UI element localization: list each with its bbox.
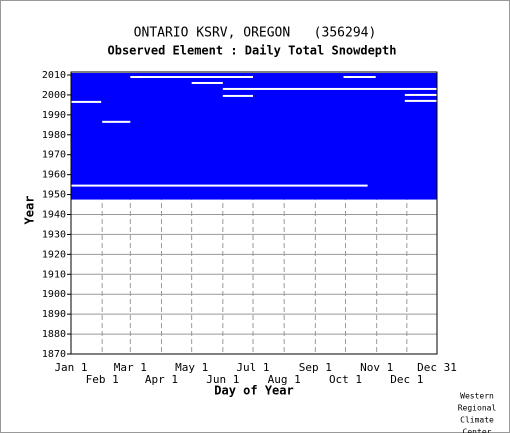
data-gap xyxy=(102,120,131,123)
y-tick-label: 1960 xyxy=(42,170,66,181)
x-tick-label: Mar 1 xyxy=(114,361,147,374)
data-gap xyxy=(222,94,253,97)
y-tick-label: 1870 xyxy=(42,349,66,360)
x-tick-label: Jun 1 xyxy=(206,373,239,386)
y-tick-label: 1920 xyxy=(42,249,66,260)
y-tick-label: 1900 xyxy=(42,289,66,300)
x-tick-label: Oct 1 xyxy=(329,373,362,386)
y-tick-label: 1980 xyxy=(42,130,66,141)
y-tick-label: 1970 xyxy=(42,150,66,161)
credit: Center xyxy=(463,428,492,433)
y-tick-label: 1910 xyxy=(42,269,66,280)
x-tick-label: Sep 1 xyxy=(299,361,332,374)
x-tick-label: Jan 1 xyxy=(54,361,87,374)
y-tick-label: 1930 xyxy=(42,229,66,240)
chart-subtitle: Observed Element : Daily Total Snowdepth xyxy=(108,44,397,58)
data-gap xyxy=(404,93,437,96)
y-tick-label: 1990 xyxy=(42,110,66,121)
y-tick-label: 1890 xyxy=(42,309,66,320)
x-tick-label: Jul 1 xyxy=(236,361,269,374)
data-gap xyxy=(130,75,253,78)
credit: Climate xyxy=(460,416,494,425)
y-tick-label: 1950 xyxy=(42,190,66,201)
y-tick-label: 2000 xyxy=(42,90,66,101)
data-gap xyxy=(71,184,368,187)
chart-title: ONTARIO KSRV, OREGON (356294) xyxy=(134,26,377,41)
x-tick-label: Dec 1 xyxy=(390,373,423,386)
x-tick-label: Nov 1 xyxy=(360,361,393,374)
data-gap xyxy=(404,99,437,102)
data-gap xyxy=(343,75,376,78)
x-tick-label: May 1 xyxy=(175,361,208,374)
credit: Western xyxy=(460,392,494,401)
data-gap xyxy=(191,81,223,84)
y-tick-label: 2010 xyxy=(42,70,66,81)
y-axis-label: Year xyxy=(23,196,37,225)
y-tick-label: 1940 xyxy=(42,210,66,221)
x-axis-label: Day of Year xyxy=(214,384,293,398)
x-tick-label: Feb 1 xyxy=(86,373,119,386)
x-tick-label: Dec 31 xyxy=(417,361,457,374)
data-gap xyxy=(71,100,102,103)
plot-border xyxy=(70,71,438,355)
y-tick-label: 1880 xyxy=(42,329,66,340)
data-coverage xyxy=(71,73,437,200)
data-gap xyxy=(222,87,437,90)
x-tick-label: Aug 1 xyxy=(268,373,301,386)
x-tick-label: Apr 1 xyxy=(145,373,178,386)
credit: Regional xyxy=(458,404,497,413)
